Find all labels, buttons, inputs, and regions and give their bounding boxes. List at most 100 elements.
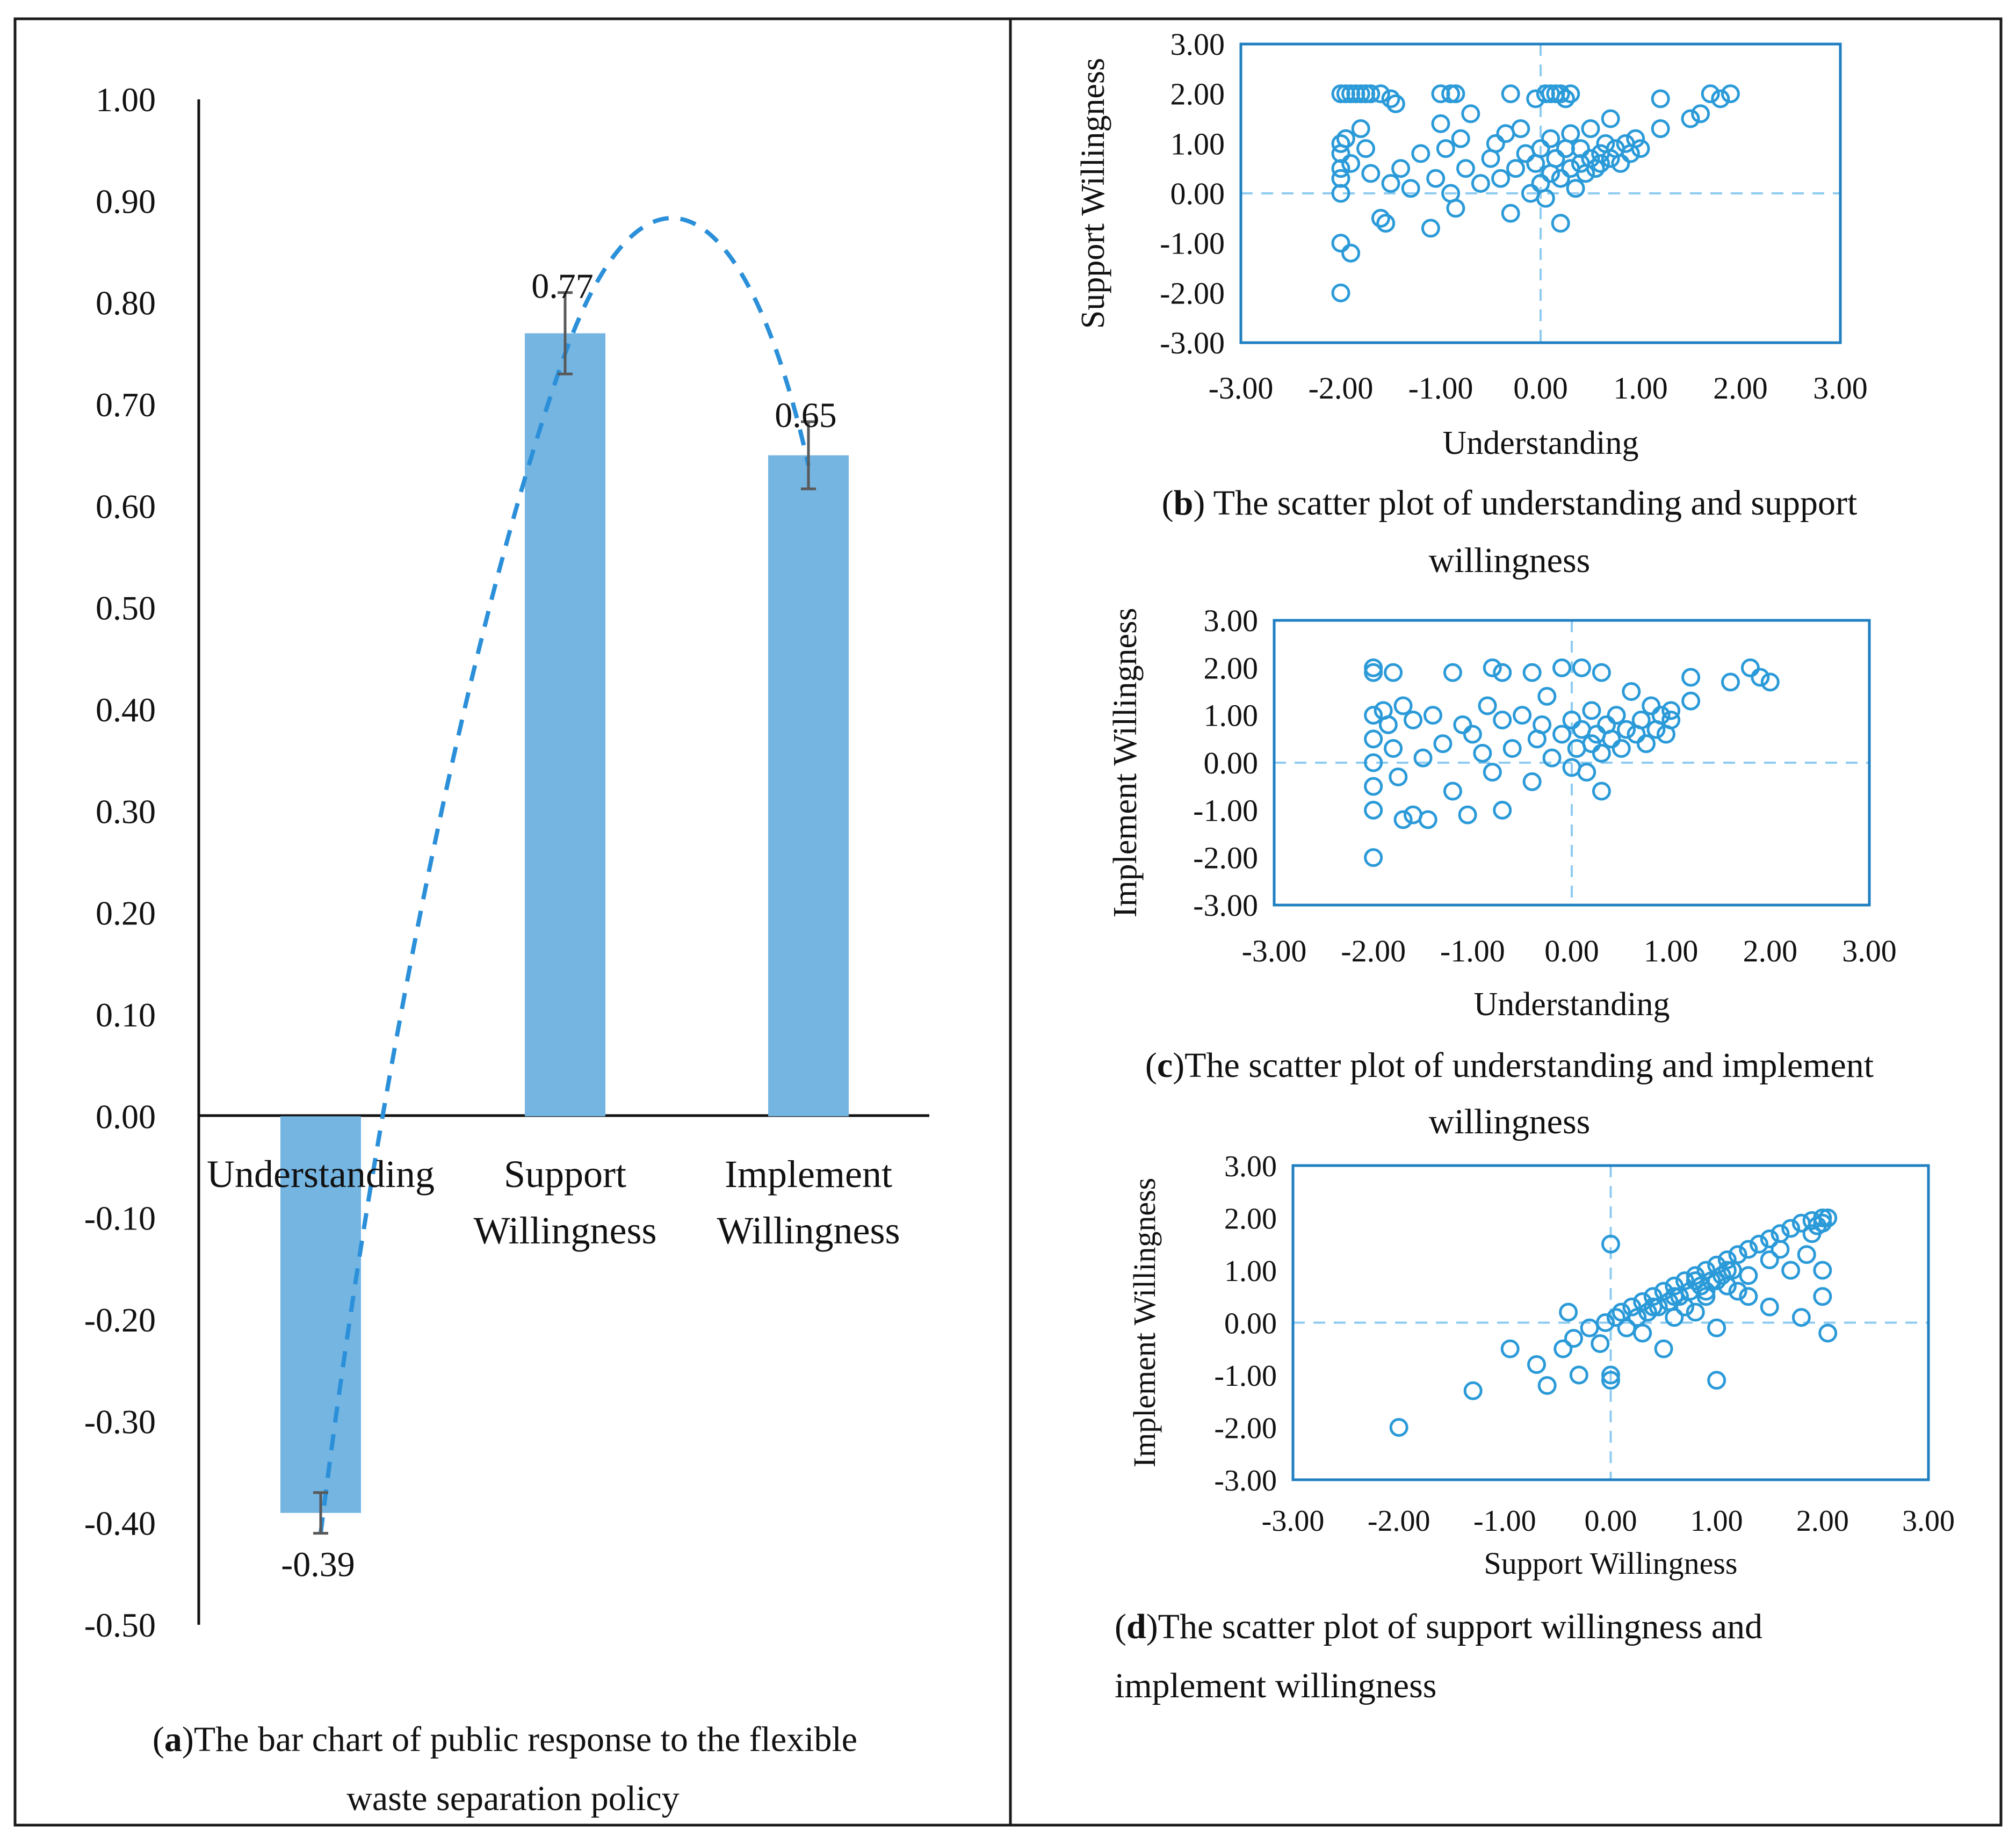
scatter-point xyxy=(1463,1381,1483,1400)
scatter-point xyxy=(1331,134,1350,153)
scatter-point xyxy=(1486,134,1505,153)
scatter-point xyxy=(1617,1318,1636,1337)
y-tick-label: -0.50 xyxy=(84,1606,156,1644)
scatter-point xyxy=(1553,1339,1573,1358)
scatter-point xyxy=(1552,725,1572,744)
scatter-point xyxy=(1443,663,1462,682)
scatter-point xyxy=(1411,144,1430,163)
x-axis-label: Support Willingness xyxy=(1484,1546,1738,1581)
scatter-point xyxy=(1376,214,1396,233)
x-axis-label: Understanding xyxy=(1442,425,1638,461)
x-tick-label: 3.00 xyxy=(1842,934,1897,968)
scatter-point xyxy=(1552,658,1572,677)
x-tick-label: -1.00 xyxy=(1473,1504,1536,1538)
scatter-point xyxy=(1651,119,1670,139)
scatter-point xyxy=(1561,84,1580,104)
scatter-point xyxy=(1473,743,1492,763)
scatter-point xyxy=(1389,1418,1408,1437)
scatter-point xyxy=(1331,234,1350,253)
scatter-point xyxy=(1760,1229,1779,1248)
scatter-point xyxy=(1691,104,1710,124)
data-label: -0.39 xyxy=(281,1545,355,1584)
scatter-point xyxy=(1781,1219,1801,1238)
scatter-panel-b: 3.00 2.00 1.00 0.00 -1.00 -2.00 -3.00 -3.00 -2.0… xyxy=(1075,27,1868,461)
x-tick-label: 0.00 xyxy=(1544,934,1599,968)
caption-d: (d)The scatter plot of support willingne… xyxy=(1115,1607,1762,1646)
scatter-point xyxy=(1433,734,1453,754)
scatter-point xyxy=(1626,129,1645,148)
scatter-point xyxy=(1378,715,1398,734)
scatter-point xyxy=(1551,214,1570,233)
scatter-point xyxy=(1637,734,1656,754)
y-tick-label: 0.90 xyxy=(96,182,156,220)
y-tick-label: -0.10 xyxy=(84,1199,156,1238)
scatter-point xyxy=(1601,1365,1620,1385)
scatter-point xyxy=(1389,768,1408,786)
scatter-point xyxy=(1572,658,1591,677)
scatter-point xyxy=(1483,763,1502,782)
y-tick-label: 0.00 xyxy=(1204,746,1259,780)
scatter-point xyxy=(1471,173,1490,193)
scatter-point xyxy=(1643,1297,1663,1316)
scatter-point xyxy=(1341,243,1361,263)
scatter-point xyxy=(1506,159,1525,178)
scatter-point xyxy=(1771,1240,1790,1259)
scatter-point xyxy=(1622,1297,1642,1316)
scatter-point xyxy=(1533,715,1552,734)
caption-letter: d xyxy=(1126,1607,1146,1646)
scatter-point xyxy=(1451,129,1470,148)
scatter-point xyxy=(1739,1266,1758,1285)
y-tick-label: 0.10 xyxy=(96,996,156,1034)
scatter-point xyxy=(1675,1271,1695,1290)
caption-letter: a xyxy=(164,1720,182,1759)
scatter-point xyxy=(1707,1318,1726,1337)
plot-frame xyxy=(1291,1164,1930,1481)
x-tick-label: -3.00 xyxy=(1262,1504,1325,1538)
scatter-point xyxy=(1696,1261,1716,1280)
y-tick-label: 3.00 xyxy=(1204,603,1259,638)
scatter-point xyxy=(1393,810,1413,829)
y-tick-label: 1.00 xyxy=(1170,126,1225,161)
scatter-point xyxy=(1404,711,1423,729)
scatter-point xyxy=(1750,1234,1769,1254)
scatter-point xyxy=(1364,663,1383,682)
scatter-point xyxy=(1441,84,1461,104)
scatter-point xyxy=(1371,84,1390,104)
scatter-point xyxy=(1696,1282,1716,1301)
scatter-point xyxy=(1522,663,1542,682)
data-label: 0.77 xyxy=(531,267,594,306)
scatter-point xyxy=(1740,658,1760,677)
scatter-point xyxy=(1537,1376,1557,1395)
scatter-point xyxy=(1551,169,1570,188)
x-tick-label: 0.00 xyxy=(1585,1504,1637,1538)
scatter-point xyxy=(1336,129,1355,148)
scatter-point xyxy=(1436,139,1455,158)
scatter-point xyxy=(1661,711,1681,729)
scatter-point xyxy=(1526,89,1545,108)
scatter-point xyxy=(1443,782,1462,801)
y-tick-label: 1.00 xyxy=(96,81,156,119)
caption-c: (c)The scatter plot of understanding and… xyxy=(1145,1046,1874,1085)
scatter-point xyxy=(1607,706,1626,725)
scatter-point xyxy=(1701,84,1720,104)
caption-line: )The bar chart of public response to the… xyxy=(182,1720,857,1759)
scatter-point xyxy=(1760,1297,1779,1316)
x-tick-label: 2.00 xyxy=(1713,371,1768,406)
caption-letter: c xyxy=(1157,1046,1173,1085)
y-tick-label: 0.60 xyxy=(96,487,156,525)
scatter-point xyxy=(1751,668,1770,687)
scatter-point xyxy=(1453,715,1472,734)
caption-b-line2: willingness xyxy=(1429,541,1591,580)
bar xyxy=(280,1116,361,1513)
scatter-point xyxy=(1456,159,1475,178)
scatter-point xyxy=(1364,848,1383,867)
scatter-point xyxy=(1361,164,1381,183)
scatter-point xyxy=(1364,777,1383,796)
scatter-point xyxy=(1569,1365,1588,1385)
scatter-point xyxy=(1606,1308,1625,1327)
scatter-point xyxy=(1341,154,1361,173)
y-tick-label: -3.00 xyxy=(1193,888,1258,923)
scatter-point xyxy=(1686,1271,1705,1290)
scatter-point xyxy=(1391,159,1411,178)
